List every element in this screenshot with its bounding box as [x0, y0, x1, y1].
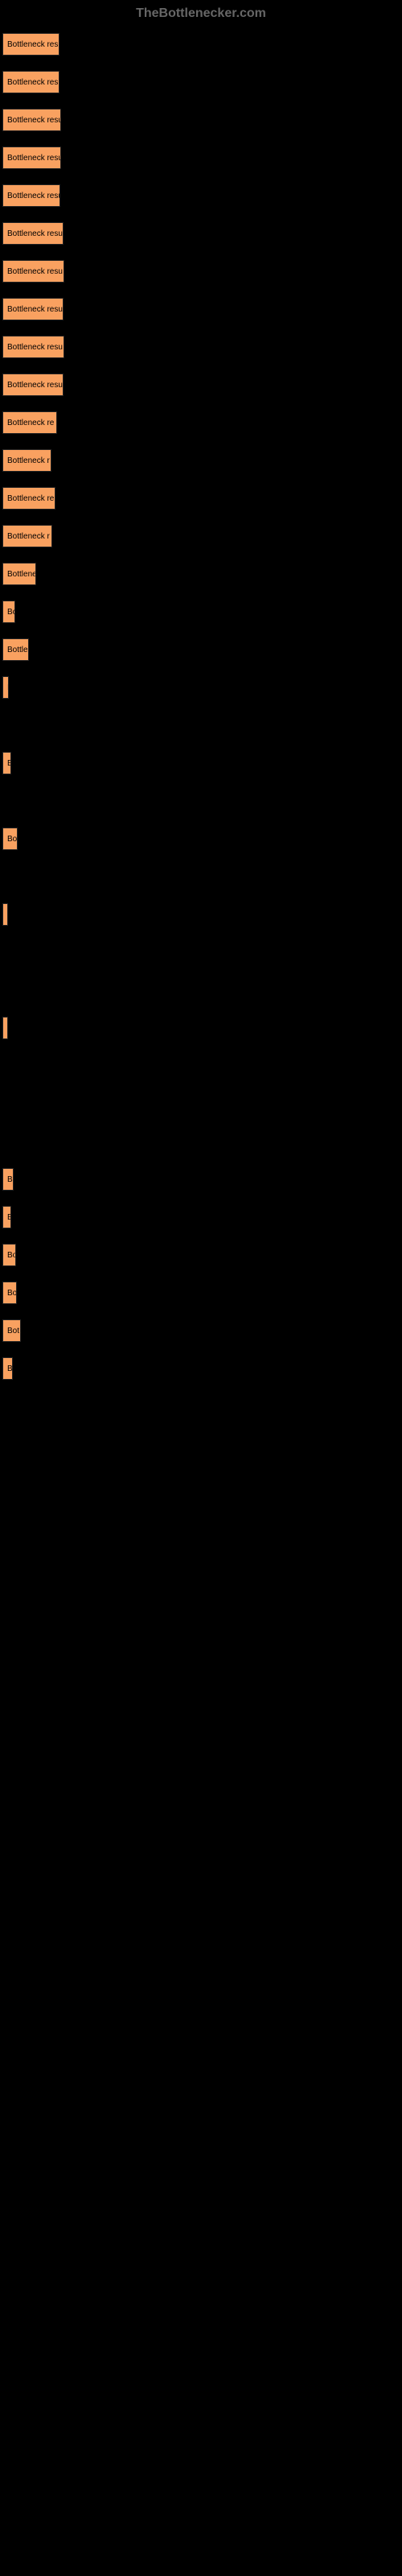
bar-row: [0, 1129, 402, 1154]
bar: B: [2, 752, 11, 774]
bar-row: [0, 902, 402, 927]
bar-row: Bottleneck resul: [0, 108, 402, 132]
bar-row: Bottleneck resu: [0, 221, 402, 246]
bar: Bottleneck resul: [2, 109, 61, 131]
bar: Bo: [2, 601, 15, 623]
bar: Bottleneck resu: [2, 260, 64, 283]
bar-row: Bottleneck r: [0, 524, 402, 548]
bar: B: [2, 1206, 11, 1228]
bar-row: [0, 713, 402, 737]
site-header: TheBottlenecker.com: [0, 0, 402, 32]
bar-row: B: [0, 1167, 402, 1191]
bar: Bottleneck resu: [2, 298, 64, 320]
bar: Bo: [2, 1282, 17, 1304]
bar-row: Bottleneck resu: [0, 32, 402, 56]
bar: Bottleneck r: [2, 449, 51, 472]
bar: Bo: [2, 828, 18, 850]
bar-row: B: [0, 1356, 402, 1381]
bar-row: Bo: [0, 1281, 402, 1305]
bar: [2, 903, 8, 926]
bar: Bottleneck resu: [2, 71, 59, 93]
bar: Bottleneck resu: [2, 222, 64, 245]
bar-row: Bottleneck re: [0, 486, 402, 510]
bar: B: [2, 1357, 13, 1380]
bar: Bot: [2, 1319, 21, 1342]
bar-row: [0, 1092, 402, 1116]
bar-row: I: [0, 675, 402, 700]
bar: Bottle: [2, 638, 29, 661]
bar-row: Bottleneck resu: [0, 146, 402, 170]
bar-row: B: [0, 1205, 402, 1229]
bar: I: [2, 676, 9, 699]
bar: Bottleneck resu: [2, 147, 61, 169]
bar: Bottleneck resu: [2, 374, 64, 396]
bar-row: Bottleneck resu: [0, 70, 402, 94]
bar-chart: Bottleneck resu Bottleneck resu Bottleneck…: [0, 32, 402, 1381]
bar: [2, 1017, 8, 1039]
bar-row: Bottleneck re: [0, 411, 402, 435]
bar-row: [0, 978, 402, 1002]
bar-row: Bottlene: [0, 562, 402, 586]
bar: Bottleneck resu: [2, 336, 64, 358]
bar: Bottleneck r: [2, 525, 52, 547]
bar-row: [0, 865, 402, 889]
bar-row: Bottleneck resu: [0, 373, 402, 397]
bar-row: Bo: [0, 600, 402, 624]
bar-row: Bottleneck r: [0, 448, 402, 473]
bar: Bottleneck re: [2, 411, 57, 434]
bar-row: Bottleneck resu: [0, 259, 402, 283]
bar-row: Bottleneck resu: [0, 297, 402, 321]
bar-row: Bot: [0, 1319, 402, 1343]
bar-row: B: [0, 751, 402, 775]
bar: Bottlene: [2, 563, 36, 585]
bar-row: Bottle: [0, 638, 402, 662]
bar-row: [0, 789, 402, 813]
bar: Bottleneck resu: [2, 33, 59, 56]
bar: Bo: [2, 1244, 16, 1266]
bar: Bottleneck resul: [2, 184, 60, 207]
bar-row: Bo: [0, 827, 402, 851]
bar-row: [0, 1054, 402, 1078]
bar: Bottleneck re: [2, 487, 55, 510]
bar-row: [0, 1016, 402, 1040]
bar-row: Bo: [0, 1243, 402, 1267]
bar-row: Bottleneck resu: [0, 335, 402, 359]
bar-row: [0, 940, 402, 964]
bar: B: [2, 1168, 14, 1191]
bar-row: Bottleneck resul: [0, 184, 402, 208]
